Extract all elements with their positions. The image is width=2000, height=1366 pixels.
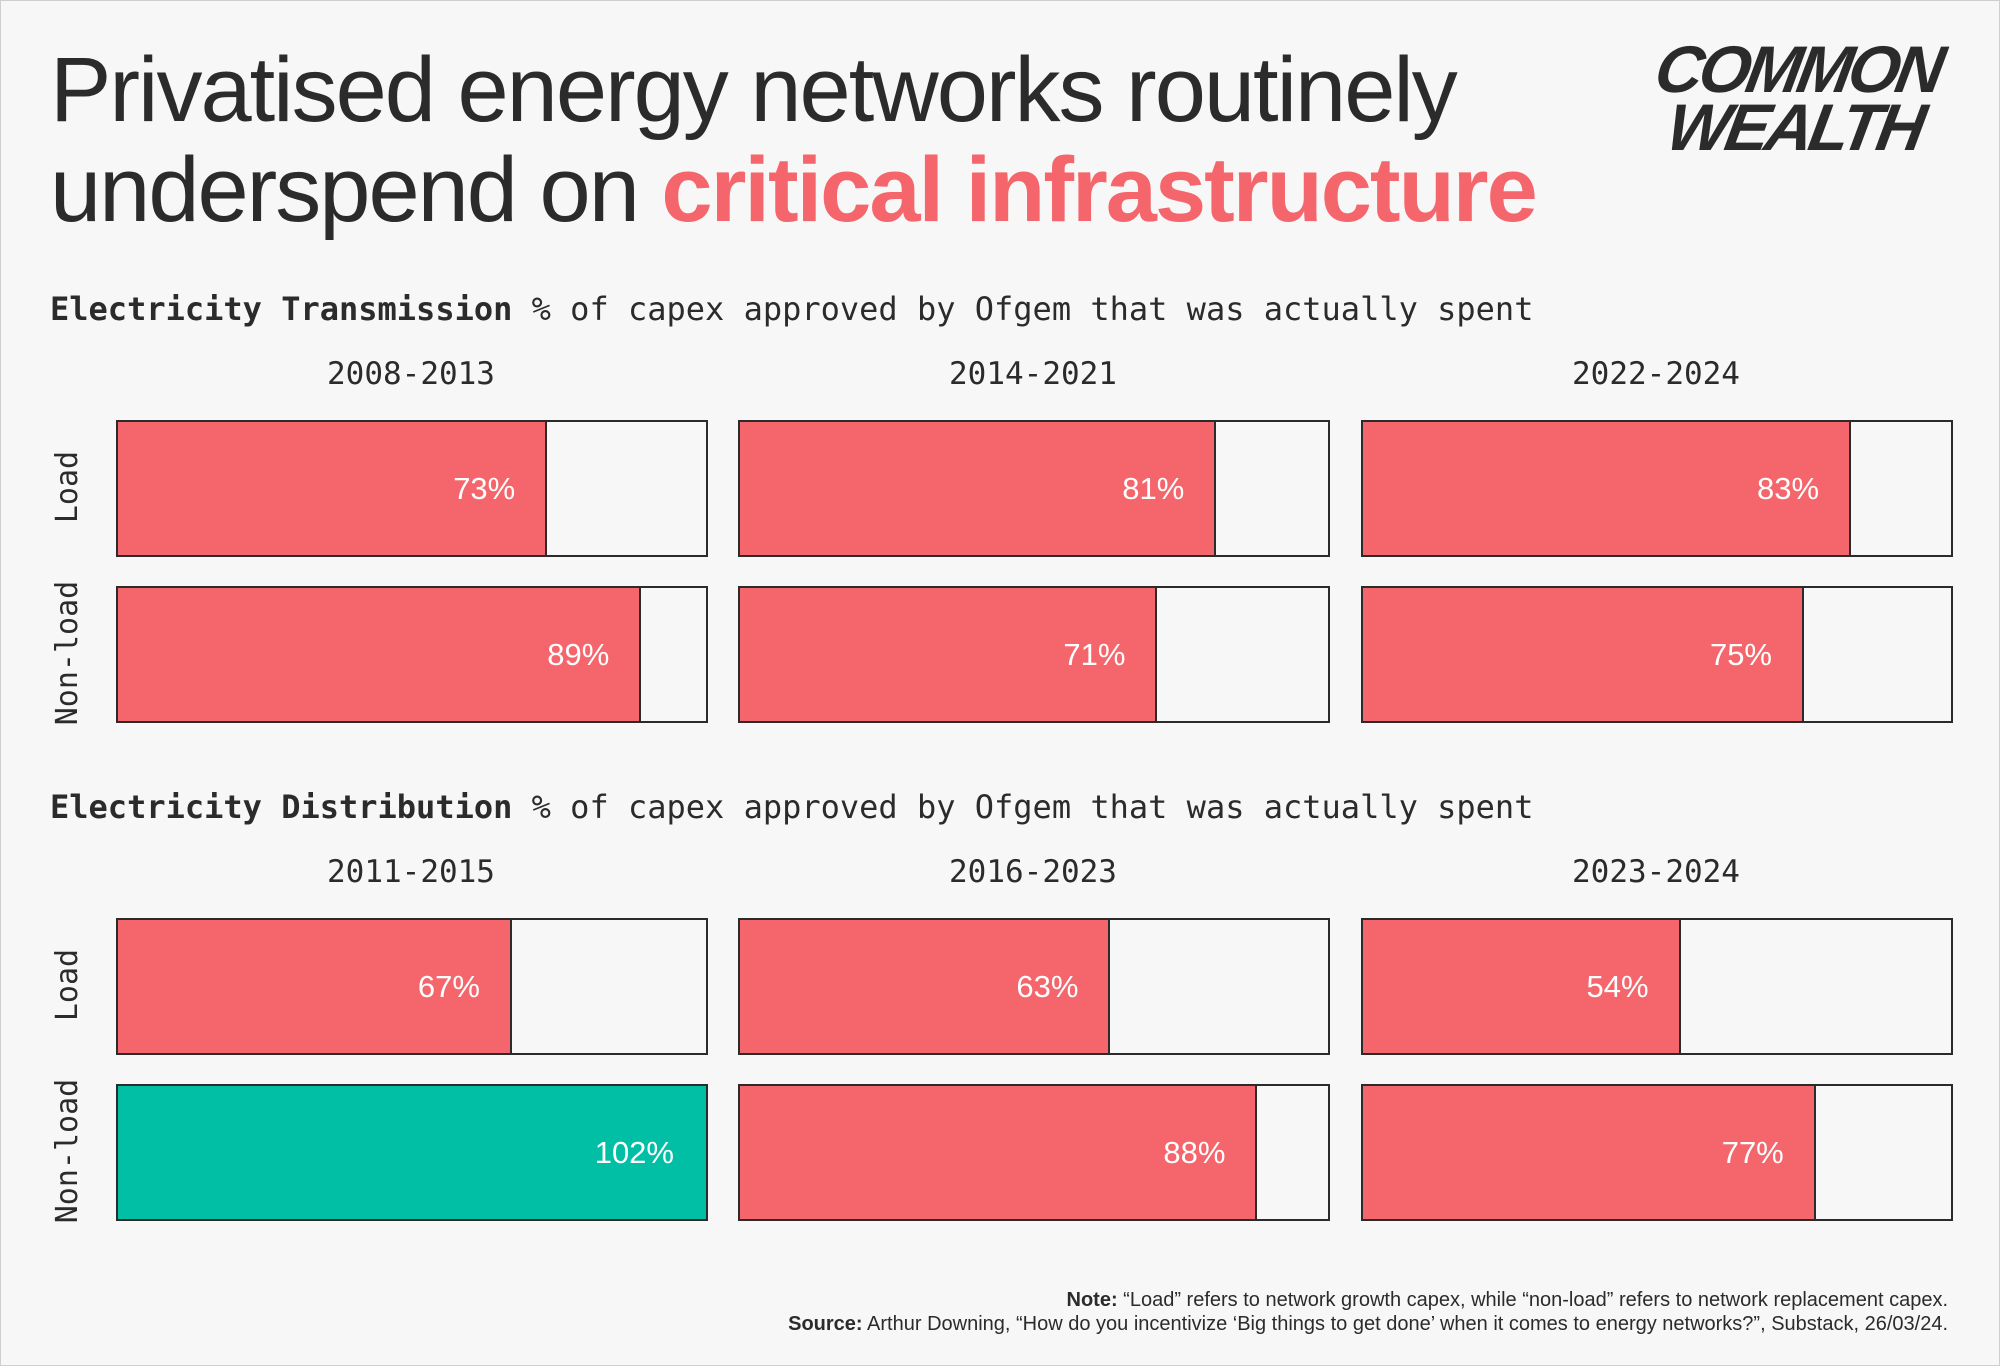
bar-track: 73% xyxy=(116,420,708,557)
bar xyxy=(118,920,512,1053)
section-title: Electricity Distribution % of capex appr… xyxy=(50,788,1533,826)
bar xyxy=(740,422,1217,555)
section-title-bold: Electricity Distribution xyxy=(50,788,513,826)
bar xyxy=(118,588,642,721)
footer-note: Note: “Load” refers to network growth ca… xyxy=(48,1288,1949,1312)
section-title-rest: % of capex approved by Ofgem that was ac… xyxy=(512,788,1534,826)
bar-track: 71% xyxy=(738,586,1330,723)
bar xyxy=(740,588,1158,721)
title-highlight: critical infrastructure xyxy=(661,139,1537,241)
bar xyxy=(1363,588,1804,721)
chart-title: Privatised energy networks routinely und… xyxy=(50,39,1538,241)
bar-track: 81% xyxy=(738,420,1330,557)
note-label: Note: xyxy=(1066,1289,1118,1311)
source-text: Arthur Downing, “How do you incentivize … xyxy=(862,1313,1948,1335)
period-label: 2011-2015 xyxy=(327,854,495,890)
data-label: 73% xyxy=(453,471,516,506)
bar-track: 63% xyxy=(738,918,1330,1055)
bar-track: 88% xyxy=(738,1084,1330,1221)
data-label: 67% xyxy=(417,969,480,1004)
data-label: 102% xyxy=(594,1135,674,1170)
bar xyxy=(118,422,548,555)
bar xyxy=(1363,1086,1816,1219)
bar xyxy=(740,920,1111,1053)
bar-track: 102% xyxy=(116,1084,708,1221)
data-label: 71% xyxy=(1063,637,1126,672)
title-line-2: underspend on xyxy=(50,139,662,241)
title-line-1: Privatised energy networks routinely xyxy=(50,39,1458,141)
logo-line-2: WEALTH xyxy=(1661,90,1929,164)
data-label: 83% xyxy=(1756,471,1820,506)
period-label: 2008-2013 xyxy=(327,356,495,392)
section-title-bold: Electricity Transmission xyxy=(50,290,513,328)
data-label: 77% xyxy=(1721,1135,1784,1170)
footer-source: Source: Arthur Downing, “How do you ince… xyxy=(48,1312,1948,1336)
data-label: 89% xyxy=(547,637,610,672)
note-text: “Load” refers to network growth capex, w… xyxy=(1117,1289,1948,1311)
data-label: 63% xyxy=(1016,969,1079,1004)
bar-track: 89% xyxy=(116,586,708,723)
period-label: 2016-2023 xyxy=(949,854,1117,890)
bar-track: 67% xyxy=(116,918,708,1055)
bar-track: 83% xyxy=(1361,420,1953,557)
bar-track: 54% xyxy=(1361,918,1953,1055)
bar xyxy=(1363,422,1852,555)
common-wealth-logo: COMMON WEALTH xyxy=(1639,32,1962,170)
bar xyxy=(118,1086,706,1219)
source-label: Source: xyxy=(788,1313,863,1335)
data-label: 88% xyxy=(1163,1135,1226,1170)
bar-track: 75% xyxy=(1361,586,1953,723)
section-title-rest: % of capex approved by Ofgem that was ac… xyxy=(512,290,1534,328)
data-label: 81% xyxy=(1122,471,1185,506)
period-label: 2023-2024 xyxy=(1572,854,1740,890)
data-label: 54% xyxy=(1586,969,1649,1004)
bar xyxy=(740,1086,1258,1219)
bar-track: 77% xyxy=(1361,1084,1953,1221)
bar xyxy=(1363,920,1681,1053)
data-label: 75% xyxy=(1709,637,1772,672)
period-label: 2014-2021 xyxy=(949,356,1117,392)
row-label: Non-load xyxy=(50,580,85,725)
row-label: Non-load xyxy=(50,1078,85,1223)
period-label: 2022-2024 xyxy=(1572,356,1740,392)
section-title: Electricity Transmission % of capex appr… xyxy=(50,290,1533,328)
